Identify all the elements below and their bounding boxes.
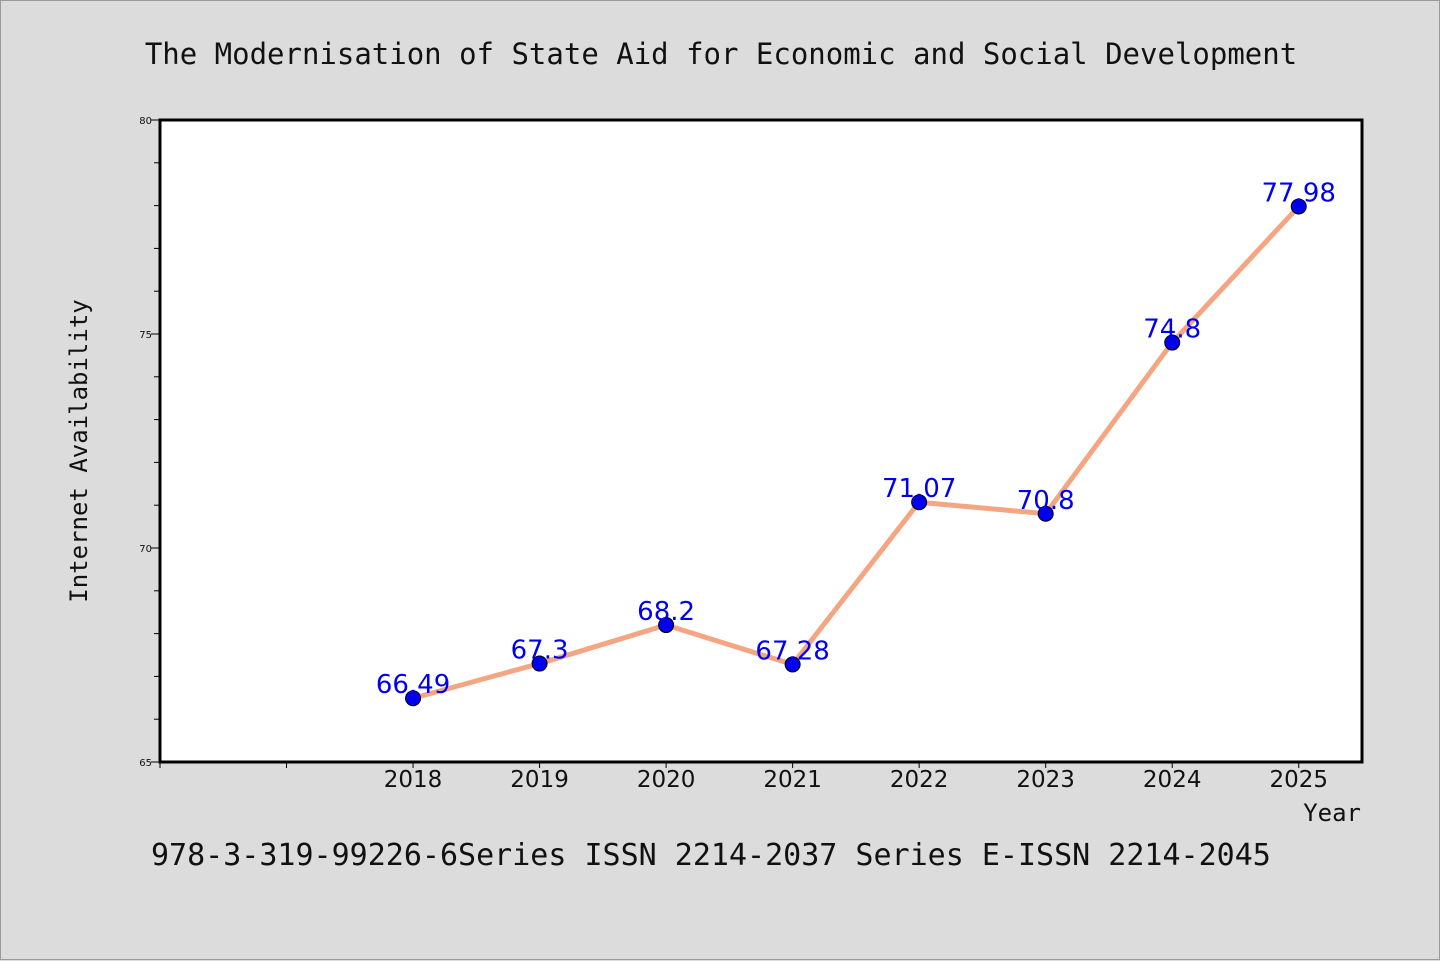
chart-title: The Modernisation of State Aid for Econo… <box>145 37 1297 71</box>
data-label: 74.8 <box>1143 315 1201 345</box>
data-point <box>911 494 928 511</box>
x-tick-label: 2021 <box>763 767 822 793</box>
data-point <box>784 656 801 673</box>
x-tick-label: 2022 <box>890 767 949 793</box>
data-label: 70.8 <box>1017 486 1075 516</box>
data-label: 71.07 <box>882 474 956 504</box>
x-tick-label: 2018 <box>384 767 443 793</box>
y-axis-label: Internet Availability <box>65 299 93 602</box>
data-label: 67.28 <box>755 636 829 666</box>
y-tick-label: 65 <box>139 758 152 769</box>
data-label: 67.3 <box>511 636 569 666</box>
data-point <box>1164 334 1181 351</box>
data-point <box>658 617 675 634</box>
y-tick-label: 80 <box>139 116 152 127</box>
series-internet-availability: 66.49 67.3 68.2 67.28 71.07 70.8 74.8 77.98 <box>376 178 1336 707</box>
x-tick-label: 2025 <box>1269 767 1328 793</box>
data-point <box>531 655 548 672</box>
x-axis: 2018 2019 2020 2021 2022 2023 2024 2025 <box>159 762 1328 793</box>
footer-isbn-issn: 978-3-319-99226-6Series ISSN 2214-2037 S… <box>151 838 1271 873</box>
y-tick-label: 75 <box>139 330 152 341</box>
data-label: 77.98 <box>1262 178 1336 208</box>
x-tick-label: 2023 <box>1016 767 1075 793</box>
y-axis: 65 70 75 80 <box>139 116 160 769</box>
data-point <box>1037 505 1054 522</box>
x-axis-label: Year <box>1303 799 1361 827</box>
y-tick-label: 70 <box>139 544 152 555</box>
x-tick-label: 2019 <box>510 767 569 793</box>
data-point <box>1290 198 1307 215</box>
x-tick-label: 2020 <box>637 767 696 793</box>
series-line <box>412 204 1301 701</box>
data-point <box>405 690 422 707</box>
data-label: 68.2 <box>637 597 695 627</box>
x-tick-label: 2024 <box>1143 767 1202 793</box>
data-label: 66.49 <box>376 670 450 700</box>
